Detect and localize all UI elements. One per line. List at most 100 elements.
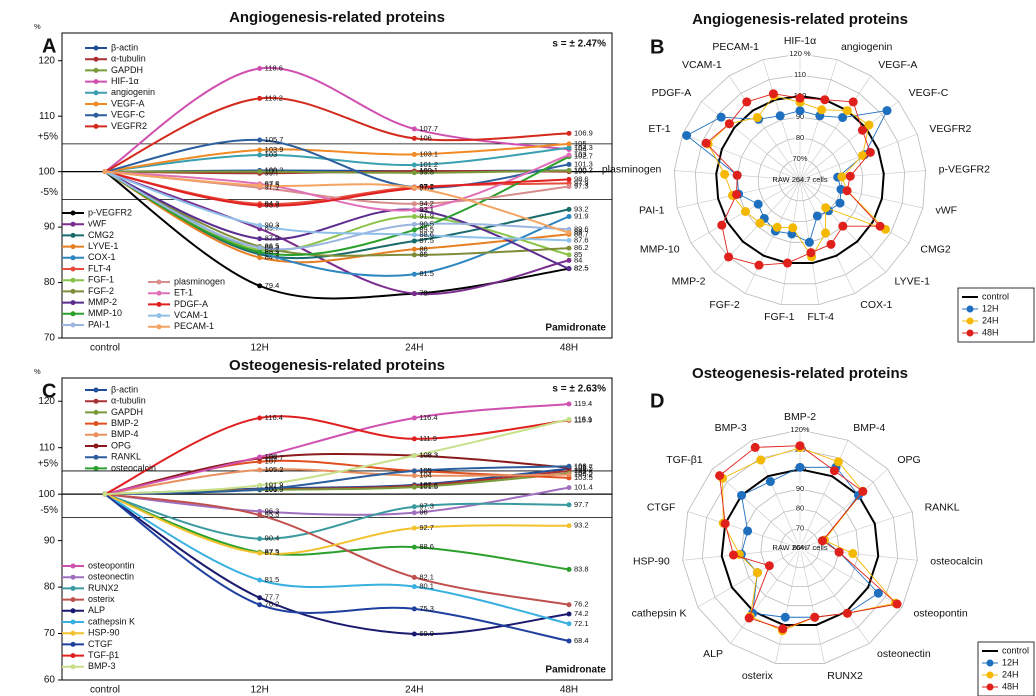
axis-label: FGF-1 — [764, 311, 794, 323]
legend-marker — [93, 443, 99, 449]
data-point — [257, 152, 263, 158]
legend-marker — [70, 585, 76, 591]
data-point — [411, 473, 417, 479]
data-point — [765, 477, 775, 487]
data-label: 98.6 — [574, 174, 589, 183]
data-point — [411, 510, 417, 516]
data-label: 104 — [419, 471, 432, 480]
legend-label: PDGF-A — [174, 299, 208, 309]
legend-marker — [93, 398, 99, 404]
data-point — [257, 454, 263, 460]
data-point — [566, 168, 572, 174]
data-point — [756, 455, 766, 465]
axis-label: BMP-2 — [784, 411, 816, 423]
data-point — [102, 491, 108, 497]
legend-label: osteopontin — [88, 560, 135, 570]
data-label: 91.9 — [419, 212, 434, 221]
y-tick-label: 70 — [44, 628, 56, 639]
data-point — [411, 631, 417, 637]
data-label: 96 — [419, 508, 427, 517]
series-line — [104, 170, 570, 264]
series-line — [104, 415, 570, 496]
data-label: 118.6 — [265, 63, 283, 72]
radar-spoke — [799, 101, 899, 181]
data-label: 87.5 — [265, 547, 280, 556]
data-label: 85 — [419, 250, 427, 259]
data-point — [566, 485, 572, 491]
data-point — [732, 189, 742, 199]
data-point — [882, 106, 892, 116]
series-line — [104, 486, 570, 516]
series-line — [104, 493, 570, 571]
data-point — [411, 544, 417, 550]
data-label: 97.8 — [265, 179, 280, 188]
data-label: 105.7 — [265, 135, 284, 144]
data-point — [845, 171, 855, 181]
data-point — [257, 550, 263, 556]
legend-label: CMG2 — [88, 230, 114, 240]
data-label: 105 — [574, 466, 587, 475]
series-line — [104, 170, 570, 234]
data-point — [257, 467, 263, 473]
reference-label: +5% — [38, 459, 58, 470]
legend-marker — [93, 45, 99, 51]
data-label: 104.3 — [574, 143, 593, 152]
axis-label: vWF — [936, 205, 958, 217]
data-point — [411, 252, 417, 258]
data-point — [837, 172, 847, 182]
legend-marker — [70, 244, 76, 250]
data-label: 105 — [419, 466, 432, 475]
data-point — [257, 95, 263, 101]
reference-label: -5% — [40, 505, 58, 516]
data-label: 113.2 — [265, 93, 283, 102]
data-point — [411, 504, 417, 510]
data-label: 82.1 — [419, 572, 434, 581]
data-point — [257, 482, 263, 488]
data-label: 86.5 — [265, 241, 280, 250]
data-point — [764, 561, 774, 571]
data-point — [566, 245, 572, 251]
data-label: 89 — [574, 228, 582, 237]
axis-label: MMP-2 — [672, 276, 706, 288]
data-point — [566, 230, 572, 236]
data-point — [411, 453, 417, 459]
data-label: 103.9 — [265, 145, 284, 154]
series-line — [104, 170, 570, 251]
data-point — [411, 271, 417, 277]
data-label: 100.2 — [574, 166, 593, 175]
data-point — [566, 523, 572, 529]
data-label: 108.3 — [419, 451, 438, 460]
legend-label: HIF-1α — [111, 76, 139, 86]
data-point — [566, 161, 572, 167]
axis-label: OPG — [897, 454, 920, 466]
data-label: 103.1 — [419, 149, 438, 158]
data-point — [566, 502, 572, 508]
data-point — [795, 441, 805, 451]
legend-label: RUNX2 — [88, 583, 119, 593]
data-point — [865, 147, 875, 157]
data-label: 104 — [574, 144, 587, 153]
legend-label: vWF — [88, 219, 107, 229]
series-line — [719, 445, 899, 630]
legend-marker — [156, 290, 162, 296]
data-point — [257, 577, 263, 583]
legend-marker — [93, 465, 99, 471]
data-point — [873, 588, 883, 598]
data-point — [848, 97, 858, 107]
legend-label: osteocalcin — [111, 463, 156, 473]
data-label: 76.2 — [574, 600, 589, 609]
series-line — [104, 66, 570, 173]
radar-ring — [757, 137, 843, 222]
radar-spoke — [697, 547, 801, 608]
r-tick-label: 70% — [792, 154, 807, 163]
y-tick-label: 120 — [38, 55, 55, 66]
data-label: 86 — [419, 244, 427, 253]
data-label: 86.3 — [265, 243, 280, 252]
data-point — [257, 147, 263, 153]
legend-label: CTGF — [88, 639, 113, 649]
axis-label: osteocalcin — [930, 555, 983, 567]
legend-marker — [156, 301, 162, 307]
axis-label: HIF-1α — [784, 35, 816, 47]
legend-label: osterix — [88, 594, 115, 604]
data-point — [566, 184, 572, 190]
